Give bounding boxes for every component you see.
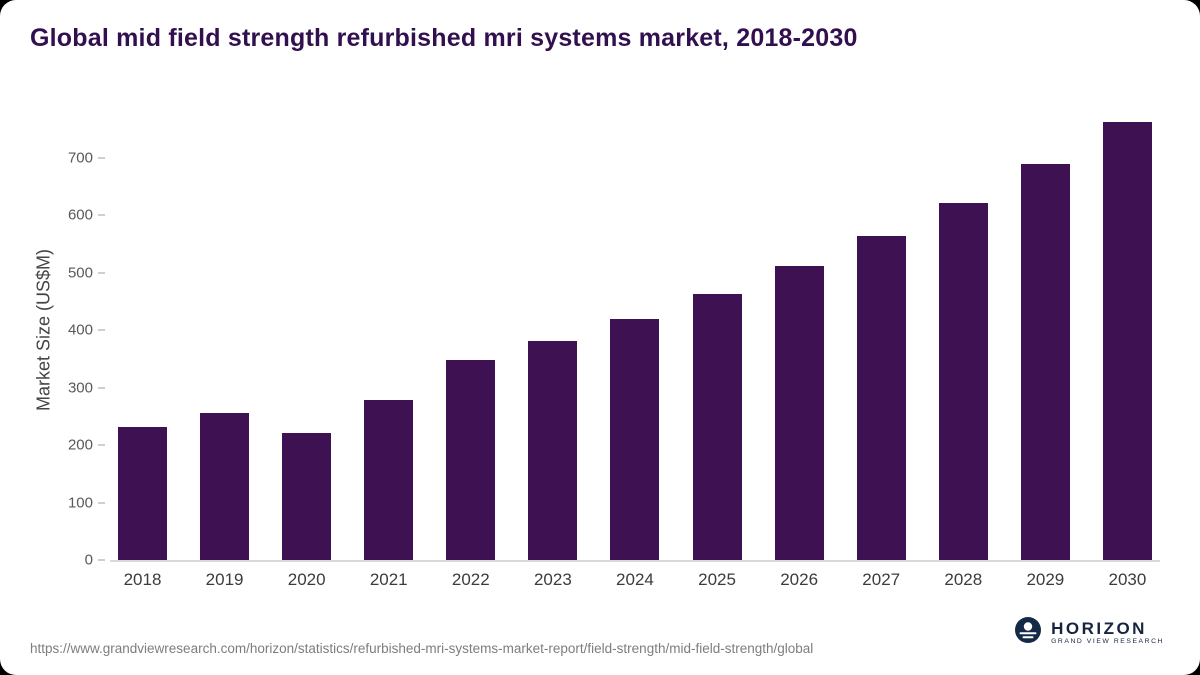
x-tick-label-2027: 2027 [862, 570, 901, 589]
y-tick-mark-200 [98, 444, 105, 446]
y-tick-mark-0 [98, 559, 105, 561]
y-tick-label-700: 700 [67, 149, 93, 166]
logo-subtitle: GRAND VIEW RESEARCH [1051, 637, 1164, 645]
x-tick-label-2026: 2026 [780, 570, 819, 589]
y-axis-title: Market Size (US$M) [33, 248, 54, 412]
horizon-logo-icon [1014, 616, 1042, 649]
bar-2020[interactable] [282, 432, 332, 560]
source-url: https://www.grandviewresearch.com/horizo… [30, 641, 814, 657]
horizon-logo: HORIZON GRAND VIEW RESEARCH [1014, 616, 1164, 649]
x-tick-label-2021: 2021 [369, 570, 408, 589]
x-tick-label-2019: 2019 [205, 570, 244, 589]
plot-area: 0 100 200 300 400 500 600 700 [68, 100, 1160, 569]
y-tick-label-400: 400 [67, 321, 93, 339]
x-tick-label-2024: 2024 [616, 570, 654, 589]
bars [110, 100, 1160, 560]
bar-2023[interactable] [528, 340, 578, 560]
x-tick-label-2029: 2029 [1026, 570, 1065, 589]
logo-name: HORIZON [1051, 618, 1147, 638]
bar-2029[interactable] [1020, 164, 1070, 560]
bar-2018[interactable] [118, 426, 167, 560]
y-tick-mark-100 [98, 501, 105, 504]
y-tick-mark-700 [98, 156, 105, 159]
bar-2024[interactable] [610, 318, 660, 560]
y-tick-label-0: 0 [84, 551, 93, 569]
x-tick-label-2018: 2018 [123, 570, 162, 589]
x-labels: 2018 2019 2020 2021 2022 2023 2024 2025 2026 2027… [110, 570, 1160, 590]
bar-2021[interactable] [364, 399, 414, 560]
bar-2019[interactable] [200, 412, 250, 560]
x-tick-label-2020: 2020 [287, 570, 326, 589]
bar-2028[interactable] [938, 202, 988, 560]
y-tick-mark-400 [98, 329, 105, 331]
y-tick-mark-500 [98, 271, 105, 274]
y-tick-label-100: 100 [67, 494, 93, 511]
y-tick-mark-600 [98, 214, 105, 216]
bar-2030[interactable] [1102, 121, 1152, 560]
x-tick-label-2028: 2028 [944, 570, 983, 589]
bar-2026[interactable] [774, 266, 824, 560]
x-tick-label-2022: 2022 [451, 570, 490, 589]
y-tick-label-600: 600 [67, 206, 93, 224]
bar-2022[interactable] [446, 360, 496, 560]
y-tick-label-200: 200 [67, 436, 93, 454]
bar-2027[interactable] [856, 236, 906, 560]
chart-title: Global mid field strength refurbished mr… [30, 24, 858, 52]
x-tick-label-2030: 2030 [1108, 570, 1147, 589]
x-tick-label-2025: 2025 [698, 570, 736, 589]
y-tick-mark-300 [98, 386, 105, 389]
x-tick-label-2023: 2023 [533, 570, 572, 589]
bar-2025[interactable] [692, 293, 742, 560]
y-tick-label-500: 500 [67, 264, 93, 281]
y-tick-label-300: 300 [67, 379, 93, 396]
horizon-logo-text: HORIZON GRAND VIEW RESEARCH [1051, 620, 1164, 646]
